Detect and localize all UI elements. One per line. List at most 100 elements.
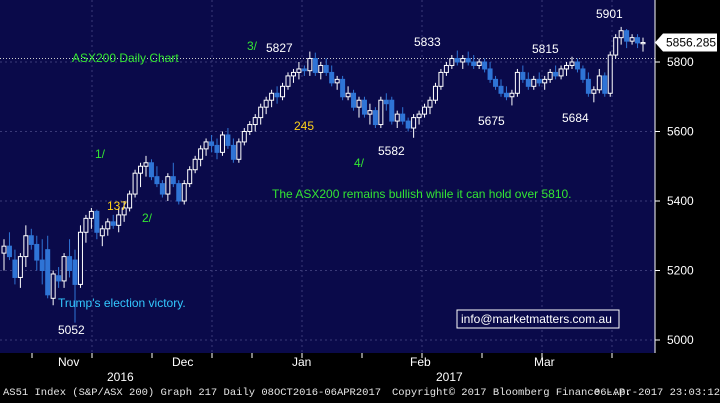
x-month-label: Dec (172, 355, 193, 369)
footer-security-info: AS51 Index (S&P/ASX 200) Graph 217 Daily… (3, 387, 382, 399)
level-label-5582: 5582 (378, 144, 405, 158)
y-tick-label: 5200 (667, 264, 694, 278)
y-tick-label: 5800 (667, 55, 694, 69)
candle-body (72, 259, 78, 285)
candlestick-chart: 5000 5200 5400 5600 5800 5856.285 Nov Dec Jan Fe… (0, 0, 720, 383)
candle-body (509, 92, 515, 98)
candle-body (400, 113, 406, 122)
candle-body (198, 148, 204, 160)
count-label-137: 137 (107, 199, 127, 213)
candle-body (127, 193, 133, 209)
time-axis-area (0, 353, 720, 383)
candle-body (553, 71, 559, 77)
candle-body (274, 92, 280, 98)
candle-body (449, 58, 455, 66)
candle-body (460, 58, 466, 63)
candle-body (503, 92, 509, 98)
candle-body (88, 210, 94, 219)
chart-title: ASX200 Daily Chart (72, 51, 179, 65)
candle-body (487, 68, 493, 80)
candle-body (236, 141, 242, 160)
candle-body (34, 243, 40, 261)
candle-body (438, 71, 444, 87)
level-label-5684: 5684 (562, 111, 589, 125)
x-month-label: Mar (534, 355, 555, 369)
candle-body (405, 120, 411, 129)
wave-label-3: 3/ (247, 39, 258, 53)
election-annotation: Trump's election victory. (58, 296, 186, 310)
time-axis: Nov Dec Jan Feb Mar 2016 2017 (31, 353, 613, 383)
candle-body (351, 92, 357, 108)
candle-body (443, 64, 449, 73)
candle-body (214, 144, 220, 153)
candle-body (378, 99, 384, 126)
x-year-label: 2017 (436, 370, 463, 383)
candle-body (607, 54, 613, 94)
candle-body (110, 221, 116, 226)
candle-body (383, 99, 389, 105)
wave-label-2: 2/ (142, 211, 153, 225)
candle-body (427, 99, 433, 108)
level-label-5833: 5833 (414, 35, 441, 49)
candle-body (422, 106, 428, 115)
candle-body (181, 183, 187, 202)
candle-body (252, 117, 258, 126)
candle-body (28, 235, 34, 245)
wave-label-4: 4/ (354, 156, 365, 170)
candle-body (192, 158, 198, 171)
x-month-label: Feb (410, 355, 431, 369)
candle-body (629, 37, 635, 42)
level-label-5675: 5675 (478, 114, 505, 128)
candle-body (345, 92, 351, 98)
candle-body (143, 162, 149, 167)
candle-body (12, 259, 18, 278)
contact-email[interactable]: info@marketmatters.com.au (461, 312, 612, 326)
candle-body (640, 42, 646, 45)
candle-body (280, 85, 286, 98)
footer-copyright: Copyright© 2017 Bloomberg Finance L.P. (392, 387, 632, 399)
candle-body (94, 210, 100, 233)
candle-body (340, 78, 346, 98)
candle-body (596, 75, 602, 91)
count-label-245: 245 (294, 119, 314, 133)
level-label-5052: 5052 (58, 323, 85, 337)
candle-body (138, 165, 144, 174)
candle-body (219, 134, 225, 153)
candle-body (132, 172, 138, 195)
candle-body (525, 78, 531, 87)
candle-body (105, 221, 111, 230)
candle-body (61, 256, 67, 282)
y-tick-label: 5600 (667, 125, 694, 139)
annotations: ASX200 Daily Chart 3/ 5827 5833 5815 590… (58, 7, 623, 337)
candle-body (558, 68, 564, 77)
candle-body (148, 162, 154, 178)
x-month-label: Jan (292, 355, 311, 369)
candle-body (454, 58, 460, 63)
candle-body (585, 78, 591, 94)
last-price-tag (655, 33, 717, 52)
candle-body (263, 99, 269, 108)
candle-body (39, 259, 45, 272)
candle-body (465, 58, 471, 63)
candle-body (498, 85, 504, 94)
status-footer: AS51 Index (S&P/ASX 200) Graph 217 Daily… (0, 383, 720, 403)
candle-body (99, 228, 105, 237)
candle-body (285, 75, 291, 87)
candle-body (323, 64, 329, 73)
candle-body (154, 176, 160, 185)
level-label-5901: 5901 (596, 7, 623, 21)
candle-body (520, 71, 526, 80)
candle-body (547, 71, 553, 80)
candle-body (416, 113, 422, 119)
x-year-label: 2016 (107, 370, 134, 383)
commentary-text: The ASX200 remains bullish while it can … (272, 187, 572, 201)
candle-body (482, 61, 488, 70)
candle-body (159, 183, 165, 195)
candle-body (269, 92, 275, 101)
candle-body (116, 214, 122, 226)
candle-body (514, 71, 520, 94)
candle-body (170, 176, 176, 185)
candle-body (77, 231, 83, 285)
candle-body (312, 58, 318, 73)
